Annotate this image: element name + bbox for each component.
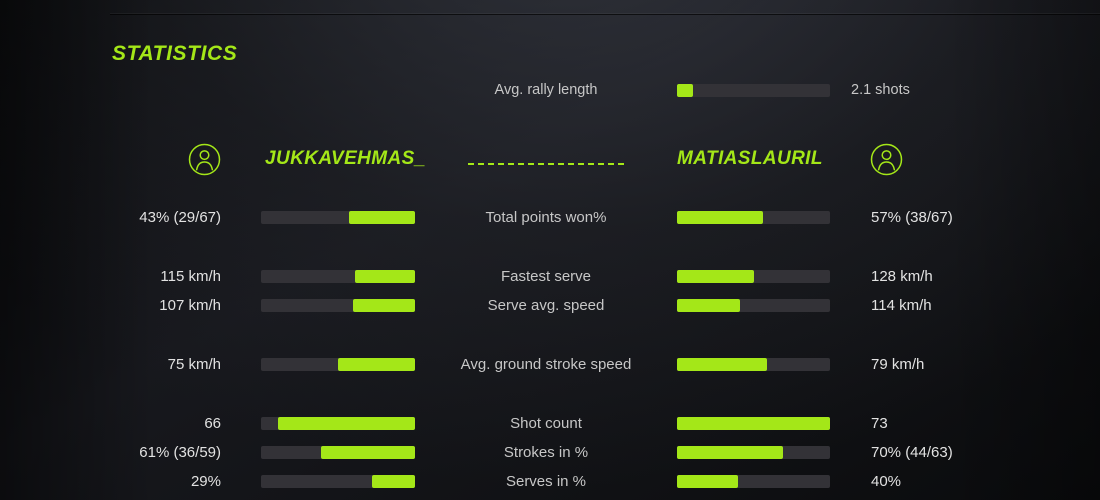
stat-bar-left [261,299,415,312]
stat-row: 75 km/h Avg. ground stroke speed 79 km/h [0,350,1100,379]
stat-row: 107 km/h Serve avg. speed 114 km/h [0,291,1100,320]
stats-table: 43% (29/67) Total points won% 57% (38/67… [0,203,1100,496]
stat-value-left: 75 km/h [167,356,221,373]
rally-row: Avg. rally length 2.1 shots [0,78,1100,102]
stat-row: 43% (29/67) Total points won% 57% (38/67… [0,203,1100,232]
stat-bar-right [677,475,830,488]
stat-bar-right-fill [677,475,739,488]
stat-row: 61% (36/59) Strokes in % 70% (44/63) [0,438,1100,467]
stat-bar-left-fill [348,211,415,224]
stat-value-left: 107 km/h [159,297,221,314]
rally-label: Avg. rally length [494,82,598,98]
stat-label: Total points won% [485,209,607,226]
stat-bar-left [261,270,415,283]
stat-bar-left-fill [354,270,415,283]
stat-label: Shot count [510,415,582,432]
stat-bar-right-fill [677,270,754,283]
stat-row: 66 Shot count 73 [0,409,1100,438]
stat-bar-left [261,417,415,430]
person-icon [870,143,903,175]
stat-value-right: 128 km/h [871,268,933,285]
stat-label: Fastest serve [500,268,592,285]
rally-bar [677,83,830,97]
stat-value-right: 57% (38/67) [871,209,953,226]
stat-bar-left [261,446,415,459]
stat-bar-left-fill [338,358,415,371]
stat-bar-right-fill [677,417,830,430]
page-title: STATISTICS [112,42,238,65]
stat-value-right: 70% (44/63) [871,444,953,461]
stat-value-left: 29% [190,473,221,490]
stat-bar-right-fill [677,299,740,312]
stat-bar-left-fill [353,299,415,312]
vs-dashed-line [468,163,624,165]
stat-label: Avg. ground stroke speed [460,356,632,373]
stat-value-left: 43% (29/67) [139,209,221,226]
stat-row: 29% Serves in % 40% [0,467,1100,496]
rally-bar-fill [677,83,694,97]
stat-bar-right-fill [677,358,768,371]
stat-row: 115 km/h Fastest serve 128 km/h [0,262,1100,291]
stat-bar-left-fill [321,446,415,459]
stat-value-right: 79 km/h [871,356,925,373]
stat-bar-left [261,475,415,488]
stat-value-right: 40% [871,473,902,490]
stat-value-right: 73 [871,415,888,432]
stat-label: Serves in % [505,473,587,490]
player-name-left: JUKKAVEHMAS_ [265,148,426,169]
stat-bar-right-fill [677,211,763,224]
stat-bar-left-fill [277,417,415,430]
stat-bar-left [261,211,415,224]
stat-label: Strokes in % [503,444,589,461]
stat-bar-right [677,211,830,224]
stat-value-left: 66 [204,415,221,432]
stat-bar-right [677,417,830,430]
stat-bar-right [677,358,830,371]
stat-bar-left [261,358,415,371]
players-header: JUKKAVEHMAS_ MATIASLAURIL [0,139,1100,179]
stat-bar-right [677,299,830,312]
stat-bar-right-fill [677,446,783,459]
stat-value-left: 61% (36/59) [139,444,221,461]
stat-value-left: 115 km/h [160,268,221,285]
person-icon [188,143,221,175]
stat-value-right: 114 km/h [871,297,932,314]
stat-label: Serve avg. speed [487,297,605,314]
stat-bar-right [677,446,830,459]
stat-bar-right [677,270,830,283]
rally-value: 2.1 shots [851,82,910,98]
stat-bar-left-fill [371,475,415,488]
top-divider [110,14,1100,15]
player-name-right: MATIASLAURIL [677,148,823,169]
